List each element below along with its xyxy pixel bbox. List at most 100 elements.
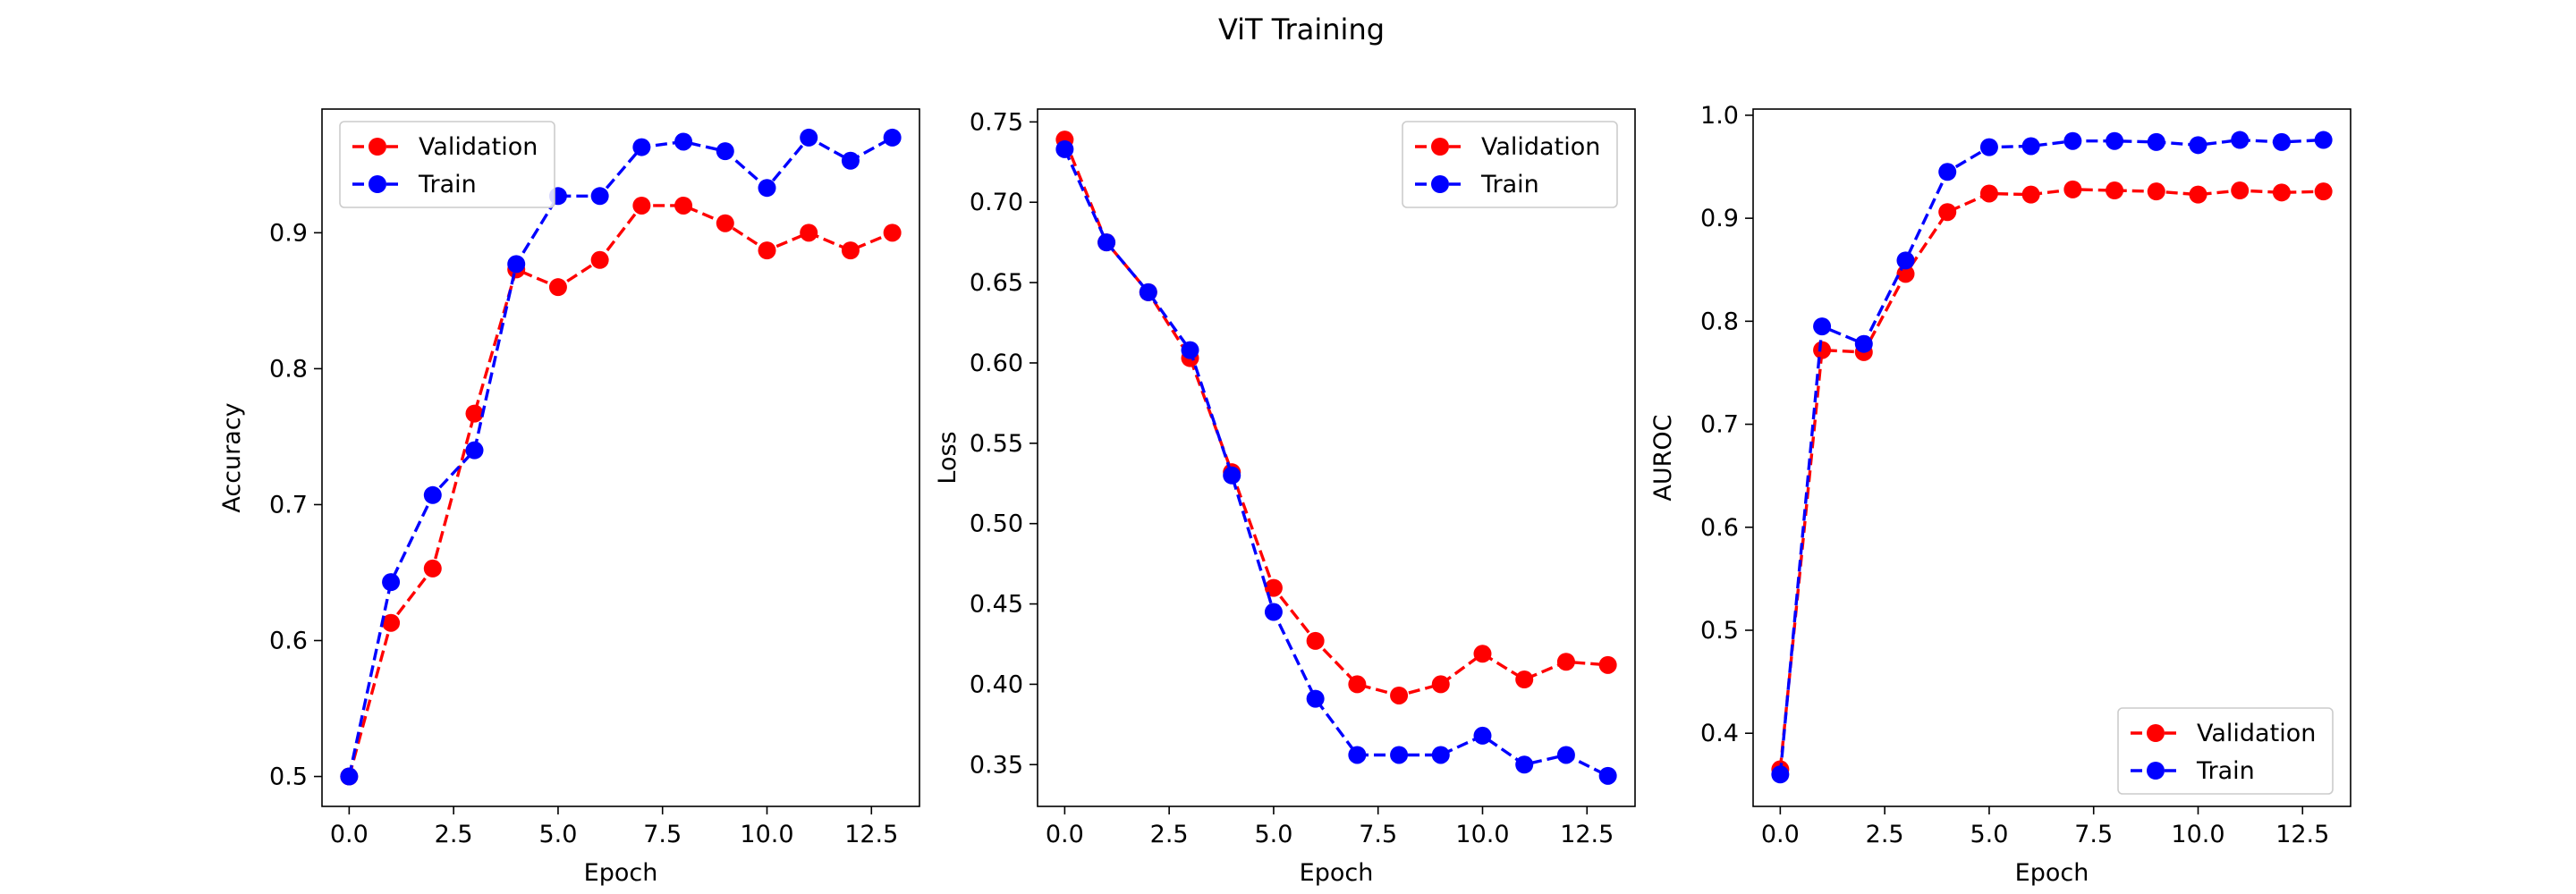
- data-point-train: [758, 179, 776, 198]
- data-point-train: [1306, 689, 1325, 708]
- legend: Validation Train: [2117, 707, 2334, 795]
- x-tick-label: 5.0: [538, 821, 577, 848]
- data-point-validation: [800, 224, 818, 242]
- data-point-validation: [2147, 182, 2165, 201]
- data-point-train: [1181, 341, 1199, 359]
- data-point-validation: [1938, 203, 1957, 222]
- data-point-train: [1979, 138, 1998, 156]
- legend-label-train: Train: [418, 171, 477, 198]
- x-tick-label: 0.0: [1761, 821, 1800, 848]
- data-point-validation: [674, 196, 693, 215]
- subplot-loss: 0.0 2.5 5.0 7.5 10.0 12.5 0.35 0.40 0.45 0.50 0.55…: [934, 108, 1636, 887]
- y-tick-label: 0.4: [1700, 720, 1739, 747]
- legend: Validation Train: [1402, 121, 1618, 208]
- data-point-validation: [2272, 183, 2291, 202]
- data-point-train: [1473, 726, 1492, 745]
- data-point-validation: [758, 241, 776, 260]
- y-tick-label: 0.75: [970, 108, 1023, 136]
- data-point-validation: [2314, 182, 2333, 201]
- data-point-validation: [2106, 181, 2124, 200]
- data-point-validation: [1813, 341, 1832, 359]
- data-point-train: [2314, 131, 2333, 149]
- data-point-train: [340, 767, 359, 786]
- series-line-train: [347, 136, 894, 777]
- legend-label-train: Train: [2196, 757, 2255, 785]
- y-tick-label: 0.50: [970, 510, 1023, 538]
- y-tick-label: 0.7: [1700, 411, 1739, 439]
- axes-frame: [1037, 108, 1636, 807]
- y-tick-label: 0.8: [269, 355, 308, 383]
- legend-box: [2117, 707, 2334, 795]
- x-axis-label: Epoch: [584, 859, 658, 887]
- y-tick-label: 0.65: [970, 269, 1023, 297]
- data-point-train: [1223, 466, 1241, 485]
- x-axis-label: Epoch: [1300, 859, 1374, 887]
- y-tick-label: 0.9: [1700, 205, 1739, 232]
- y-tick-label: 0.35: [970, 751, 1023, 779]
- data-point-train: [883, 128, 902, 147]
- data-point-validation: [1390, 686, 1409, 704]
- data-point-train: [2021, 137, 2040, 156]
- x-tick-label: 10.0: [1455, 821, 1509, 848]
- data-point-validation: [716, 214, 734, 232]
- legend-box: [339, 121, 555, 208]
- x-tick-label: 2.5: [1150, 821, 1189, 848]
- legend-marker-validation: [2147, 724, 2165, 742]
- data-point-validation: [883, 224, 902, 242]
- y-tick-label: 0.9: [269, 219, 308, 247]
- data-point-validation: [1598, 655, 1617, 674]
- subplot-auroc: 0.0 2.5 5.0 7.5 10.0 12.5 0.4 0.5 0.6 0.7 0.8 0.9 1.…: [1649, 102, 2351, 887]
- data-point-train: [1854, 334, 1873, 353]
- data-point-validation: [1556, 653, 1575, 671]
- y-tick-label: 0.5: [269, 763, 308, 791]
- x-tick-label: 10.0: [2171, 821, 2224, 848]
- data-point-train: [590, 187, 609, 206]
- data-point-train: [2231, 131, 2250, 149]
- axes-frame: [1752, 108, 2351, 807]
- legend-marker-train: [2147, 762, 2165, 780]
- data-point-validation: [1306, 631, 1325, 650]
- x-tick-label: 0.0: [330, 821, 369, 848]
- legend-label-validation: Validation: [2197, 720, 2316, 747]
- data-point-train: [423, 485, 442, 504]
- y-tick-label: 0.70: [970, 189, 1023, 216]
- data-point-validation: [632, 196, 651, 215]
- data-point-train: [841, 151, 860, 170]
- figure-title: ViT Training: [1218, 13, 1385, 46]
- x-tick-label: 7.5: [643, 821, 682, 848]
- y-axis-label: Accuracy: [218, 402, 246, 512]
- data-point-validation: [1348, 675, 1367, 694]
- data-point-validation: [1515, 670, 1534, 689]
- x-axis-label: Epoch: [2015, 859, 2089, 887]
- legend-marker-train: [369, 175, 386, 193]
- data-point-validation: [382, 613, 401, 632]
- data-point-validation: [465, 404, 484, 423]
- legend-marker-train: [1431, 175, 1449, 193]
- x-tick-label: 10.0: [740, 821, 793, 848]
- data-point-validation: [423, 559, 442, 578]
- x-tick-label: 0.0: [1046, 821, 1084, 848]
- data-point-train: [1139, 283, 1157, 301]
- data-point-train: [1055, 139, 1074, 158]
- data-point-train: [1390, 746, 1409, 764]
- data-point-train: [1515, 755, 1534, 774]
- x-tick-label: 7.5: [1359, 821, 1397, 848]
- data-point-validation: [1473, 645, 1492, 663]
- y-tick-label: 1.0: [1700, 102, 1739, 130]
- data-point-train: [2106, 131, 2124, 150]
- data-point-train: [1771, 765, 1790, 784]
- data-point-train: [1938, 163, 1957, 181]
- data-point-train: [507, 255, 526, 274]
- data-point-train: [2272, 132, 2291, 151]
- subplot-accuracy: 0.0 2.5 5.0 7.5 10.0 12.5 0.5 0.6 0.7 0.8 0.9 Epoch…: [218, 108, 920, 887]
- x-tick-label: 12.5: [1560, 821, 1614, 848]
- data-point-validation: [2021, 185, 2040, 204]
- y-tick-label: 0.45: [970, 591, 1023, 619]
- data-point-validation: [1979, 184, 1998, 203]
- data-point-train: [1264, 603, 1283, 621]
- x-tick-label: 12.5: [2275, 821, 2329, 848]
- axes-frame: [321, 108, 920, 807]
- legend-label-train: Train: [1480, 171, 1539, 198]
- x-tick-label: 12.5: [844, 821, 898, 848]
- y-tick-label: 0.5: [1700, 617, 1739, 645]
